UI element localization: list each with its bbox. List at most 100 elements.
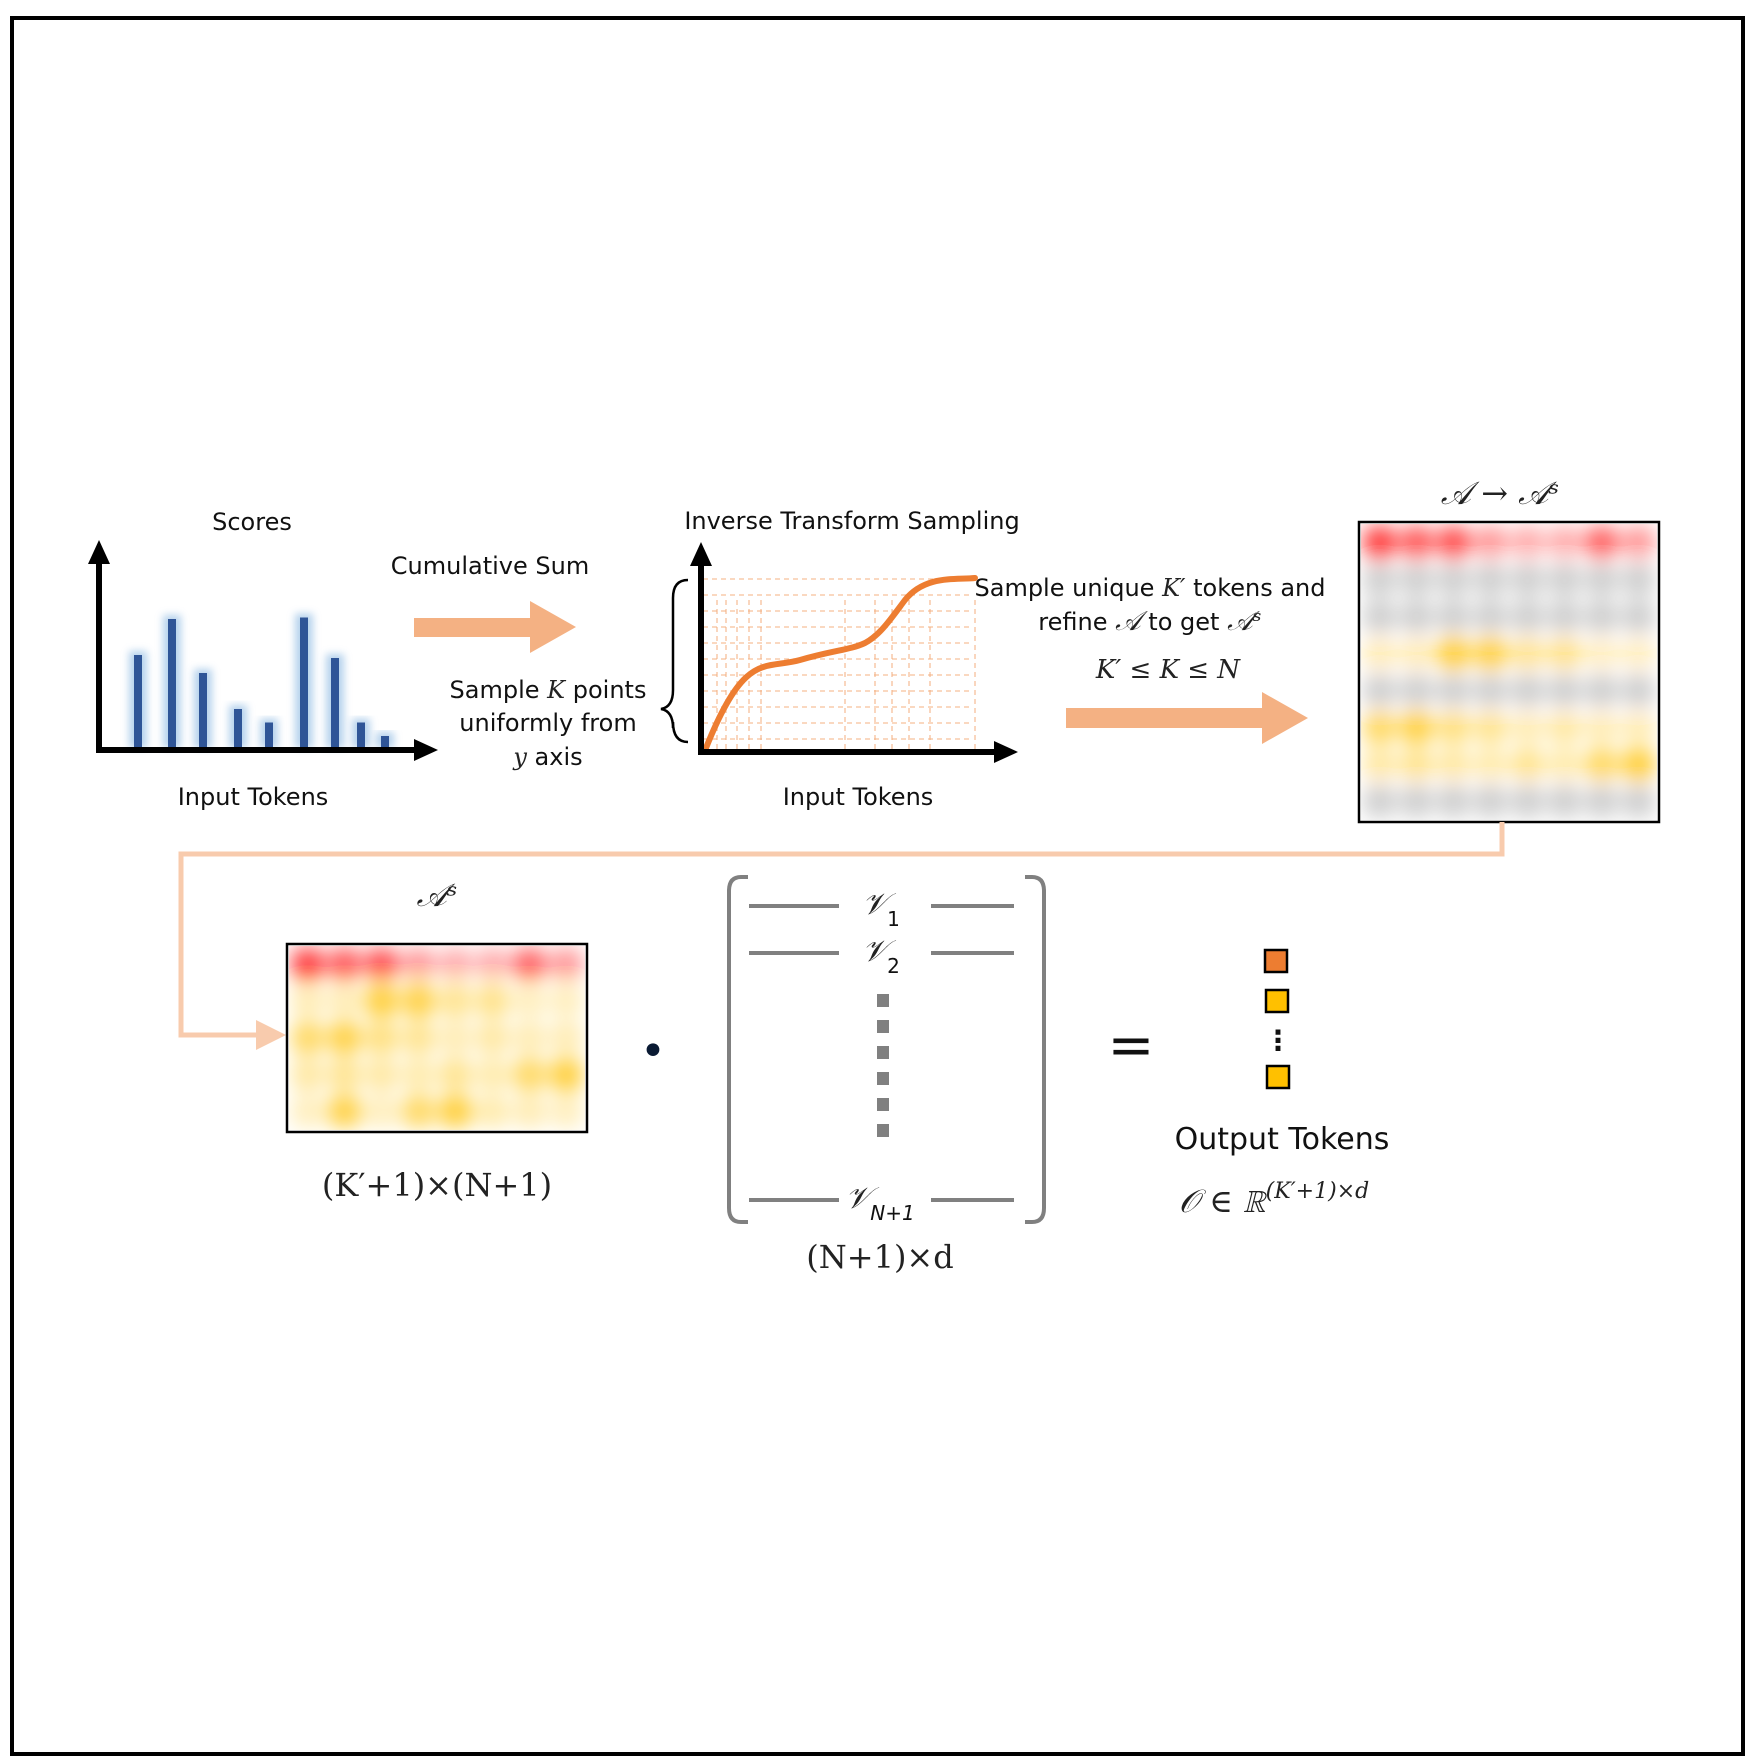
output-tokens: ⋮ Output Tokens 𝒪 ∈ ℝ(K′+1)×d [1175, 948, 1389, 1220]
attention-matrix-border [1357, 520, 1661, 824]
value-matrix: 𝒱1 𝒱2 𝒱N+1 (N+1)×d [727, 875, 1046, 1276]
heatmap-cell [364, 1057, 399, 1092]
score-bar [199, 673, 207, 748]
heatmap-cell [1436, 673, 1471, 708]
connector-arrowhead [256, 1020, 286, 1050]
heatmap-cell [512, 984, 547, 1019]
cumulative-sum-arrow [414, 601, 576, 653]
heatmap-cell [512, 1021, 547, 1055]
scores-y-arrowhead [88, 540, 110, 564]
select-step-arrow [1066, 692, 1308, 744]
heatmap-cell [1399, 710, 1434, 745]
heatmap-cell [1399, 599, 1434, 634]
heatmap-cell [1584, 673, 1619, 708]
heatmap-cell [1547, 673, 1582, 708]
sampling-note-line2: uniformly from [459, 709, 636, 737]
value-row-2-label: 𝒱2 [862, 934, 900, 978]
score-bar [134, 655, 142, 748]
heatmap-cell [475, 1094, 510, 1129]
heatmap-cell [1510, 747, 1545, 782]
heatmap-cell [475, 984, 510, 1019]
heatmap-cell [1621, 599, 1656, 634]
heatmap-cell [1510, 562, 1545, 597]
heatmap-cell [1584, 525, 1619, 560]
heatmap-cell [1547, 784, 1582, 819]
equals-sign: = [1108, 1013, 1155, 1078]
heatmap-cell [1473, 636, 1508, 671]
heatmap-cell [1362, 710, 1397, 745]
cumulative-sum-label: Cumulative Sum [391, 552, 589, 580]
sparse-matrix-title: 𝒜ˢ [416, 876, 457, 914]
heatmap-cell [1362, 562, 1397, 597]
heatmap-cell [1621, 525, 1656, 560]
heatmap-cell [1510, 710, 1545, 745]
heatmap-cell [1473, 525, 1508, 560]
heatmap-cell [364, 1094, 399, 1129]
score-bar [234, 709, 242, 748]
score-bar [265, 722, 273, 748]
score-bar [381, 736, 389, 748]
heatmap-cell [1362, 636, 1397, 671]
heatmap-cell [1584, 562, 1619, 597]
heatmap-cell [364, 984, 399, 1019]
select-step-line1: Sample unique K′ tokens and [975, 574, 1326, 602]
value-row-1-label: 𝒱1 [862, 887, 900, 931]
score-bar [331, 658, 339, 748]
heatmap-cell [1510, 784, 1545, 819]
heatmap-cell [512, 947, 547, 982]
heatmap-cell [327, 984, 362, 1019]
heatmap-cell [290, 1057, 325, 1092]
its-dashed-guides [703, 578, 976, 750]
heatmap-cell [401, 984, 436, 1019]
heatmap-cell [1399, 525, 1434, 560]
attention-heatmap [1362, 525, 1656, 819]
value-matrix-right-bracket [1025, 875, 1046, 1224]
heatmap-cell [1362, 747, 1397, 782]
connector-line [178, 822, 1505, 1038]
heatmap-cell [1436, 599, 1471, 634]
heatmap-cell [438, 1057, 473, 1092]
heatmap-cell [290, 984, 325, 1019]
heatmap-cell [327, 1057, 362, 1092]
heatmap-cell [290, 1021, 325, 1055]
sampling-note-line3: y axis [512, 743, 582, 771]
output-token-1 [1263, 948, 1289, 974]
heatmap-cell [1621, 636, 1656, 671]
heatmap-cell [1621, 747, 1656, 782]
sparse-matrix: 𝒜ˢ (K′+1)×(N+1) [285, 876, 589, 1204]
heatmap-cell [1547, 747, 1582, 782]
heatmap-cell [1436, 636, 1471, 671]
heatmap-cell [1436, 747, 1471, 782]
outer-frame [10, 16, 1745, 1756]
its-title: Inverse Transform Sampling [684, 507, 1019, 535]
sparse-matrix-border [285, 942, 589, 1134]
heatmap-cell [401, 1021, 436, 1055]
score-bar [300, 617, 308, 748]
scores-title: Scores [212, 508, 292, 536]
select-step-condition: K′ ≤ K ≤ N [1095, 655, 1241, 685]
heatmap-cell [1399, 673, 1434, 708]
heatmap-cell [438, 947, 473, 982]
heatmap-cell [549, 1094, 584, 1129]
heatmap-cell [1621, 710, 1656, 745]
heatmap-cell [1362, 599, 1397, 634]
sparse-matrix-dims: (K′+1)×(N+1) [322, 1166, 552, 1204]
heatmap-cell [401, 947, 436, 982]
heatmap-cell [438, 1094, 473, 1129]
heatmap-cell [549, 1021, 584, 1055]
output-token-ellipsis: ⋮ [1264, 1024, 1292, 1057]
dot-operator: • [640, 1026, 666, 1077]
heatmap-cell [1436, 784, 1471, 819]
heatmap-cell [327, 947, 362, 982]
heatmap-cell [1399, 636, 1434, 671]
sampling-note-line1: Sample K points [450, 676, 647, 704]
value-row-last-label: 𝒱N+1 [845, 1181, 914, 1225]
heatmap-cell [1510, 636, 1545, 671]
heatmap-cell [1547, 562, 1582, 597]
heatmap-cell [1436, 525, 1471, 560]
heatmap-cell [1436, 562, 1471, 597]
cumulative-sum-step: Cumulative Sum [391, 552, 589, 653]
heatmap-cell [1399, 562, 1434, 597]
heatmap-cell [1473, 673, 1508, 708]
